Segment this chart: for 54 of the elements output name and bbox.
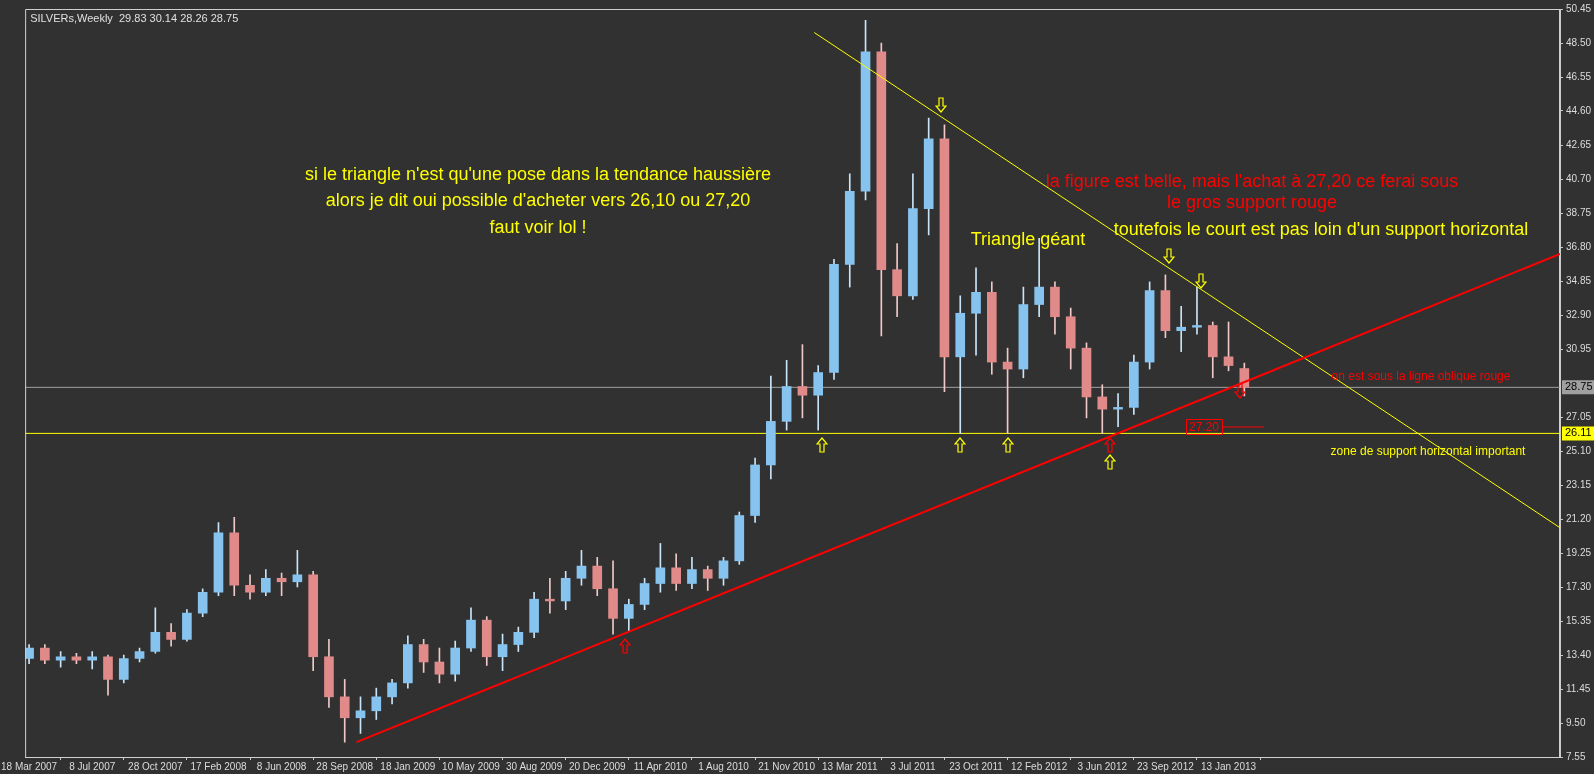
ref-line-label: 26.11: [1564, 426, 1592, 439]
x-tick-label: 21 Nov 2010: [758, 760, 816, 772]
annotation: 27.20: [1189, 419, 1220, 434]
y-tick-label: 27.05: [1565, 410, 1592, 422]
y-tick-label: 48.50: [1565, 36, 1592, 48]
y-tick-label: 46.55: [1565, 70, 1592, 82]
y-tick-label: 36.80: [1565, 240, 1592, 252]
y-tick-label: 23.15: [1565, 478, 1592, 490]
annotation: la figure est belle, mais l'achat à 27,20 ce ferai sous le gros support rouge: [1045, 170, 1459, 213]
y-tick-label: 38.75: [1565, 206, 1592, 218]
x-tick-label: 13 Jan 2013: [1201, 760, 1257, 772]
x-tick-label: 10 May 2009: [442, 760, 501, 772]
candlestick: [1097, 384, 1108, 434]
x-tick-label: 28 Sep 2008: [316, 760, 374, 772]
candlestick: [1176, 305, 1187, 352]
x-tick-label: 28 Oct 2007: [128, 760, 184, 772]
y-tick-label: 15.35: [1565, 614, 1592, 626]
ref-line-label: 28.75: [1564, 380, 1593, 393]
x-tick-label: 13 Mar 2011: [822, 760, 878, 772]
y-tick-label: 25.10: [1565, 444, 1592, 456]
y-tick-label: 9.50: [1565, 716, 1586, 728]
x-tick-label: 11 Apr 2010: [633, 760, 688, 772]
y-tick-label: 21.20: [1565, 512, 1592, 524]
y-tick-label: 7.55: [1565, 750, 1586, 762]
x-tick-label: 23 Oct 2011: [949, 760, 1004, 772]
annotation: Triangle géant: [970, 228, 1086, 249]
x-tick-label: 3 Jun 2012: [1077, 760, 1128, 772]
annotation: on est sous la ligne oblique rouge: [1331, 369, 1511, 384]
annotation: si le triangle n'est qu'une pose dans la tendance haussière alors je dit oui possible d'acheter vers 26,10 ou 27,20 faut voir lol !: [304, 163, 772, 237]
y-tick-label: 44.60: [1565, 104, 1592, 116]
annotation: toutefois le court est pas loin d'un support horizontal: [1113, 218, 1529, 239]
x-tick-label: 18 Jan 2009: [380, 760, 436, 772]
x-tick-label: 17 Feb 2008: [190, 760, 247, 772]
y-tick-label: 17.30: [1565, 580, 1592, 592]
y-tick-label: 40.70: [1565, 172, 1592, 184]
candlestick: [1192, 286, 1202, 335]
x-tick-label: 8 Jun 2008: [256, 760, 307, 772]
y-tick-label: 30.95: [1565, 342, 1592, 354]
chart-title: SILVERs,Weekly 29.83 30.14 28.26 28.75: [30, 12, 239, 25]
y-tick-label: 13.40: [1565, 648, 1592, 660]
y-tick-label: 34.85: [1565, 274, 1592, 286]
y-tick-label: 19.25: [1565, 546, 1592, 558]
y-tick-label: 11.45: [1565, 682, 1591, 694]
y-tick-label: 32.90: [1565, 308, 1592, 320]
x-tick-label: 12 Feb 2012: [1011, 760, 1068, 772]
x-tick-label: 8 Jul 2007: [69, 760, 116, 772]
x-tick-label: 3 Jul 2011: [890, 760, 937, 772]
x-tick-label: 30 Aug 2009: [506, 760, 563, 772]
y-tick-label: 42.65: [1565, 138, 1592, 150]
x-tick-label: 18 Mar 2007: [1, 760, 58, 772]
y-tick-label: 50.45: [1565, 2, 1592, 14]
x-tick-label: 23 Sep 2012: [1137, 760, 1195, 772]
x-tick-label: 20 Dec 2009: [568, 760, 627, 772]
x-tick-label: 1 Aug 2010: [698, 760, 750, 772]
